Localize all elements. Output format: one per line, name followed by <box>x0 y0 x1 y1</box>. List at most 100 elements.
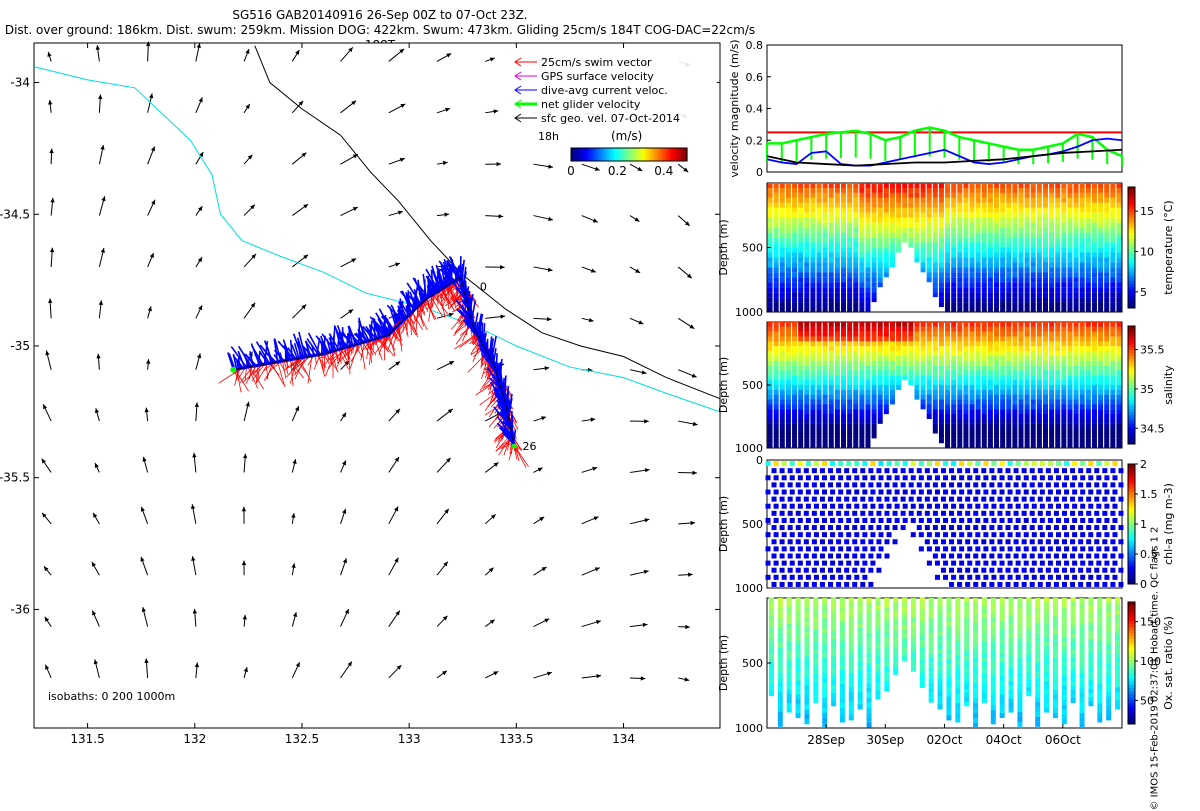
chla-cell <box>959 504 964 509</box>
salinity-cell <box>1025 419 1030 424</box>
salinity-cell <box>1037 361 1042 366</box>
chla-cell <box>1046 568 1051 573</box>
chla-cell <box>1088 504 1093 509</box>
chla-cell <box>1086 525 1091 530</box>
salinity-cell <box>1104 419 1109 424</box>
salinity-cell <box>1116 409 1121 414</box>
temperature-cell <box>1092 203 1097 208</box>
salinity-cell <box>945 336 950 341</box>
temperature-cell <box>896 188 901 193</box>
temperature-cell <box>957 272 962 277</box>
chla-cell <box>1024 561 1029 566</box>
salinity-cell <box>902 356 907 361</box>
chla-cell <box>1022 582 1027 587</box>
chla-cell <box>1024 518 1029 523</box>
salinity-cell <box>1012 429 1017 434</box>
salinity-cell <box>823 438 828 443</box>
temperature-cell <box>1037 247 1042 252</box>
temperature-cell <box>1037 208 1042 213</box>
chla-cell <box>967 518 972 523</box>
chla-cell <box>1014 497 1019 502</box>
salinity-cell <box>884 399 889 404</box>
temperature-cell <box>780 188 785 193</box>
salinity-cell <box>1086 429 1091 434</box>
temperature-cell <box>1080 213 1085 218</box>
chla-cell <box>798 518 803 523</box>
salinity-cell <box>1116 443 1121 448</box>
salinity-cell <box>1092 361 1097 366</box>
temperature-cell <box>1074 272 1079 277</box>
chla-cell <box>1048 575 1053 580</box>
salinity-cell <box>798 322 803 327</box>
chla-cell <box>814 561 819 566</box>
temperature-cell <box>927 267 932 272</box>
salinity-cell <box>1049 424 1054 429</box>
temperature-cell <box>896 223 901 228</box>
salinity-cell <box>951 380 956 385</box>
salinity-cell <box>1055 356 1060 361</box>
salinity-cell <box>957 433 962 438</box>
salinity-cell <box>768 399 773 404</box>
chla-cell <box>844 497 849 502</box>
chla-cell <box>989 497 994 502</box>
temperature-cell <box>1116 223 1121 228</box>
velocity-ylabel: velocity magnitude (m/s) <box>728 39 741 177</box>
salinity-cell <box>1110 336 1115 341</box>
temperature-cell <box>1031 208 1036 213</box>
chla-cell <box>870 490 875 495</box>
salinity-cell <box>804 332 809 337</box>
salinity-cell <box>1006 433 1011 438</box>
salinity-cell <box>976 346 981 351</box>
temperature-cell <box>792 188 797 193</box>
temperature-cell <box>1104 203 1109 208</box>
temperature-cell <box>1031 198 1036 203</box>
salinity-cell <box>1019 429 1024 434</box>
temperature-cell <box>1055 292 1060 297</box>
chla-cell <box>766 504 771 509</box>
temperature-cell <box>933 183 938 188</box>
salinity-cell <box>988 366 993 371</box>
temperature-cell <box>976 292 981 297</box>
chla-cell <box>981 497 986 502</box>
salinity-cell <box>1019 361 1024 366</box>
salinity-cell <box>853 404 858 409</box>
salinity-cell <box>1116 366 1121 371</box>
salinity-cell <box>970 356 975 361</box>
temperature-cell <box>884 183 889 188</box>
salinity-cell <box>1019 404 1024 409</box>
salinity-cell <box>951 438 956 443</box>
salinity-cell <box>1006 443 1011 448</box>
temperature-cell <box>792 213 797 218</box>
salinity-cell <box>945 433 950 438</box>
chla-cell <box>780 482 785 487</box>
salinity-cell <box>841 361 846 366</box>
chla-cell <box>798 461 803 466</box>
salinity-cell <box>939 404 944 409</box>
temperature-cell <box>1110 302 1115 307</box>
salinity-cell <box>1080 332 1085 337</box>
salinity-cell <box>994 385 999 390</box>
temperature-cell <box>1116 287 1121 292</box>
temperature-colorbar-cell <box>1128 266 1135 270</box>
temperature-cell <box>1098 218 1103 223</box>
chla-cell <box>796 582 801 587</box>
salinity-cell <box>829 404 834 409</box>
salinity-cell <box>865 341 870 346</box>
chla-cell <box>852 582 857 587</box>
salinity-cell <box>774 361 779 366</box>
salinity-cell <box>1031 341 1036 346</box>
salinity-cell <box>780 322 785 327</box>
salinity-cell <box>982 409 987 414</box>
salinity-cell <box>1061 361 1066 366</box>
salinity-cell <box>847 429 852 434</box>
temperature-cell <box>804 277 809 282</box>
salinity-colorbar-cell <box>1128 341 1135 344</box>
chla-cell <box>806 518 811 523</box>
salinity-cell <box>817 346 822 351</box>
temperature-cell <box>1080 188 1085 193</box>
salinity-cell <box>1000 341 1005 346</box>
temperature-cell <box>902 208 907 213</box>
temperature-cell <box>786 243 791 248</box>
chla-cell <box>975 461 980 466</box>
temperature-cell <box>810 228 815 233</box>
